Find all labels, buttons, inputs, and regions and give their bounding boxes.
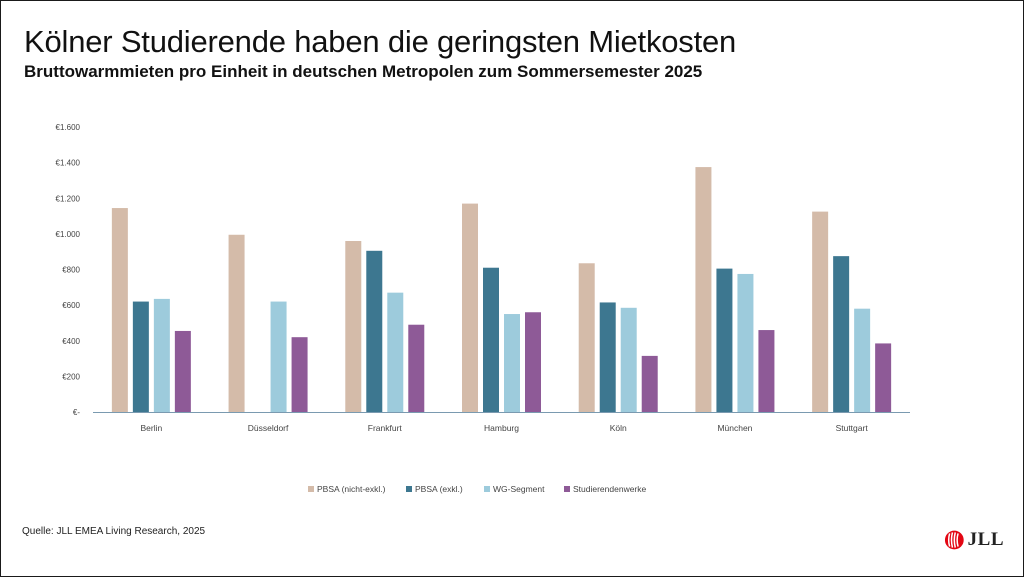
- legend-label: PBSA (exkl.): [415, 484, 463, 494]
- legend-swatch: [406, 486, 412, 492]
- x-tick-label: Frankfurt: [368, 423, 403, 433]
- bar: [408, 324, 425, 412]
- legend-label: Studierendenwerke: [573, 484, 647, 494]
- bar: [111, 208, 128, 412]
- bar: [812, 211, 829, 412]
- bar: [525, 312, 541, 412]
- bar: [875, 343, 892, 412]
- bar: [737, 273, 754, 412]
- legend-swatch: [308, 486, 314, 492]
- x-tick-label: Düsseldorf: [248, 423, 289, 433]
- bar: [504, 314, 520, 412]
- bar: [716, 268, 733, 412]
- y-tick-label: €1.200: [56, 194, 81, 203]
- x-tick-label: Köln: [610, 423, 627, 433]
- x-tick-label: München: [717, 423, 752, 433]
- x-tick-label: Berlin: [140, 423, 162, 433]
- bar: [854, 308, 871, 412]
- bar: [387, 292, 404, 412]
- y-tick-label: €1.400: [56, 159, 81, 168]
- bar: [578, 263, 595, 412]
- bar: [132, 301, 149, 412]
- x-tick-label: Stuttgart: [836, 423, 869, 433]
- bar: [462, 203, 478, 412]
- legend-swatch: [564, 486, 570, 492]
- jll-logo-icon: [944, 530, 964, 550]
- bar: [345, 241, 362, 412]
- bar: [620, 307, 637, 412]
- chart-title: Kölner Studierende haben die geringsten …: [24, 24, 737, 59]
- legend-label: PBSA (nicht-exkl.): [317, 484, 386, 494]
- bar: [641, 355, 658, 412]
- bar: [153, 298, 170, 412]
- bar: [366, 250, 383, 412]
- legend-swatch: [484, 486, 490, 492]
- bar: [291, 337, 308, 412]
- chart-subtitle: Bruttowarmmieten pro Einheit in deutsche…: [24, 62, 703, 81]
- jll-logo: JLL: [944, 527, 1004, 553]
- y-tick-label: €800: [62, 266, 80, 275]
- bar: [174, 330, 191, 412]
- legend-label: WG-Segment: [493, 484, 545, 494]
- bar: [695, 167, 712, 412]
- bar: [833, 256, 850, 412]
- jll-logo-text: JLL: [967, 529, 1004, 550]
- bar: [270, 301, 287, 412]
- y-tick-label: €600: [62, 301, 80, 310]
- bar: [599, 302, 616, 412]
- source-note: Quelle: JLL EMEA Living Research, 2025: [22, 526, 206, 537]
- y-tick-label: €1.000: [56, 230, 81, 239]
- bar: [228, 234, 245, 412]
- x-tick-label: Hamburg: [484, 423, 519, 433]
- y-tick-label: €200: [62, 372, 80, 381]
- bar: [758, 330, 775, 412]
- y-tick-label: €400: [62, 337, 80, 346]
- y-tick-label: €1.600: [56, 123, 81, 132]
- y-tick-label: €-: [73, 408, 80, 417]
- bar: [483, 267, 499, 412]
